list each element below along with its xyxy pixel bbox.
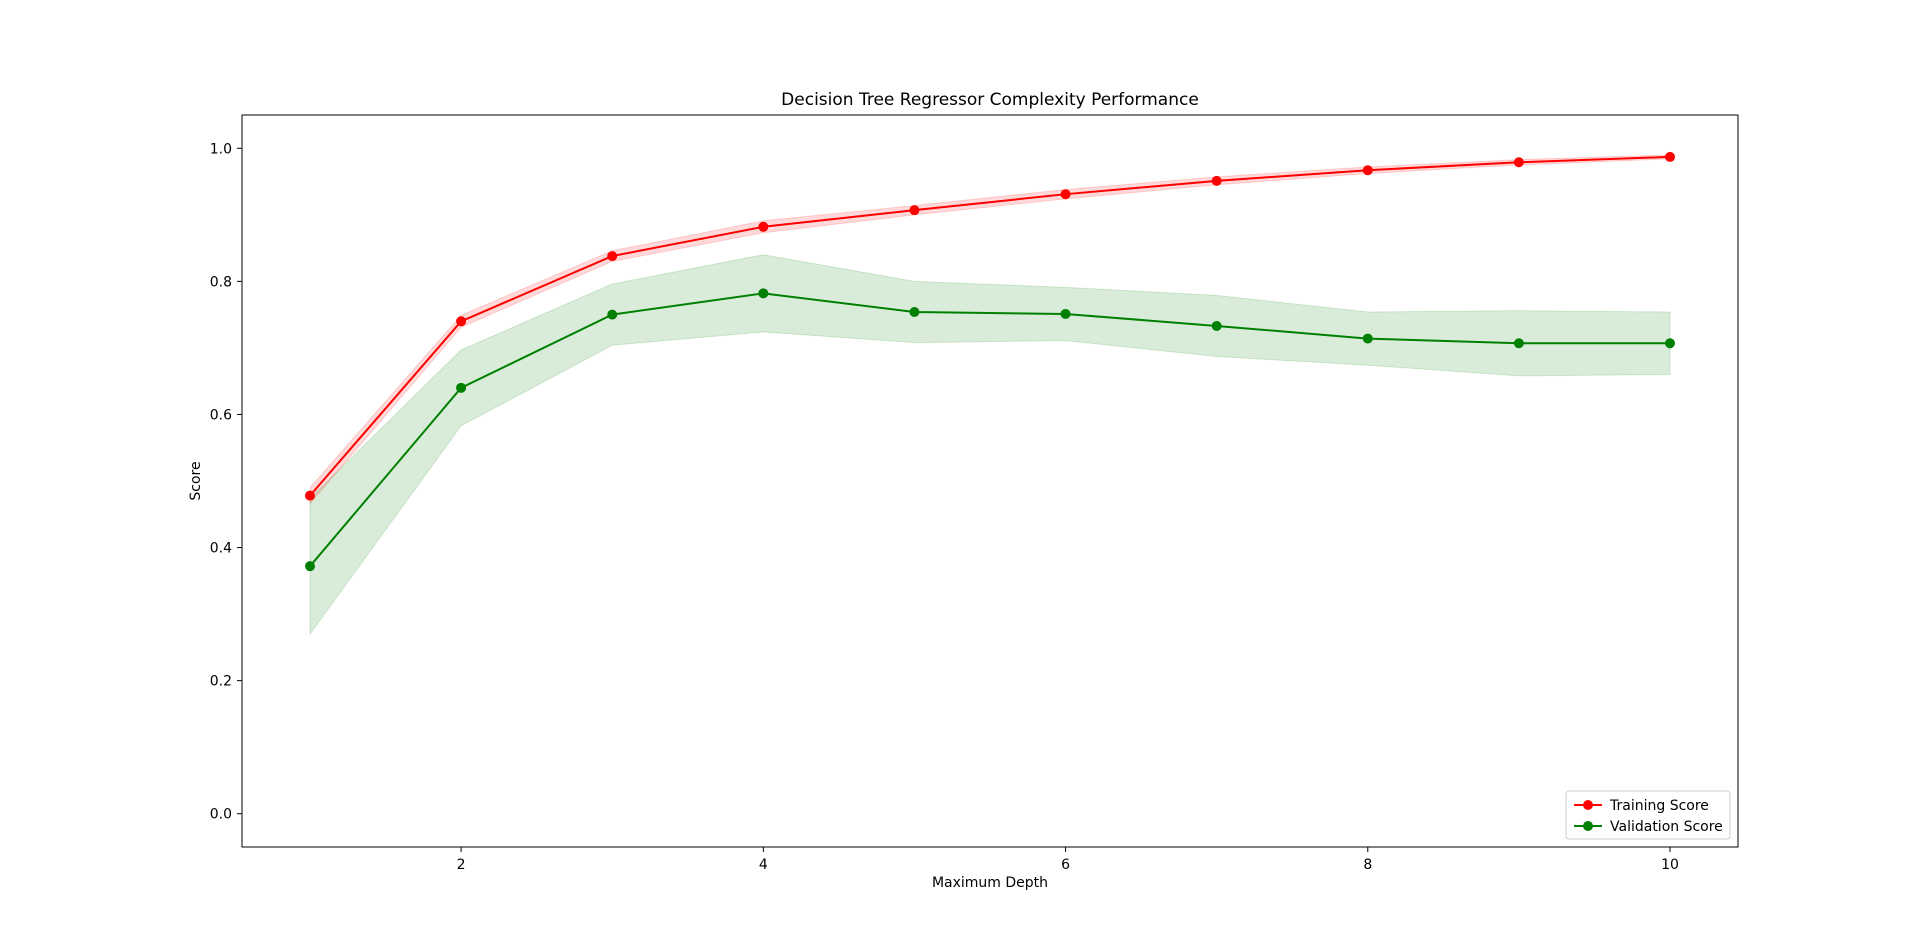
training-score-point — [607, 251, 618, 262]
y-tick-label: 1.0 — [210, 141, 232, 157]
validation-score-point — [1362, 333, 1373, 344]
x-tick-label: 10 — [1661, 857, 1679, 873]
validation-score-point — [1665, 338, 1675, 349]
validation-score-point — [305, 561, 315, 572]
y-tick-label: 0.0 — [210, 807, 232, 823]
series-lines — [309, 155, 1671, 567]
validation-score-point — [1211, 320, 1222, 331]
y-tick-label: 0.2 — [210, 674, 232, 690]
y-tick-label: 0.8 — [210, 274, 232, 290]
training-score-point — [456, 316, 467, 327]
validation-score-band — [309, 254, 1671, 636]
training-score-legend-marker — [1583, 800, 1593, 810]
legend-box — [1565, 790, 1731, 840]
validation-score-line — [309, 292, 1670, 567]
training-score-point — [1665, 151, 1675, 162]
x-axis-ticks: 2 4 6 8 10 — [457, 847, 1679, 873]
legend-entry-validation-score: Validation Score — [1610, 819, 1723, 835]
validation-score-point — [758, 288, 769, 299]
training-score-point — [758, 221, 769, 232]
x-axis-label: Maximum Depth — [932, 875, 1048, 891]
training-score-point — [1211, 175, 1222, 186]
x-tick-label: 2 — [457, 857, 466, 873]
y-axis-ticks: 0.0 0.2 0.4 0.6 0.8 1.0 — [210, 141, 242, 823]
series-points — [305, 151, 1675, 572]
validation-score-point — [607, 309, 618, 320]
validation-score-point — [456, 382, 467, 393]
y-axis-label: Score — [188, 461, 204, 500]
validation-score-point — [1513, 338, 1524, 349]
x-tick-label: 6 — [1061, 857, 1070, 873]
training-score-point — [305, 490, 315, 501]
training-score-point — [1060, 189, 1071, 200]
y-tick-label: 0.6 — [210, 407, 232, 423]
legend-entry-training-score: Training Score — [1609, 798, 1709, 814]
training-score-line — [309, 155, 1671, 497]
validation-score-point — [1060, 308, 1071, 319]
y-tick-label: 0.4 — [210, 541, 232, 557]
x-tick-label: 8 — [1363, 857, 1372, 873]
legend: Training Score Validation Score — [1565, 790, 1731, 840]
training-score-point — [909, 205, 920, 216]
validation-score-point — [909, 306, 920, 317]
chart-title: Decision Tree Regressor Complexity Perfo… — [781, 90, 1199, 110]
x-tick-label: 4 — [759, 857, 768, 873]
validation-score-legend-marker — [1583, 821, 1593, 831]
training-score-point — [1362, 165, 1373, 176]
plot-frame — [241, 114, 1739, 848]
confidence-bands — [309, 154, 1671, 636]
training-score-point — [1513, 157, 1524, 168]
